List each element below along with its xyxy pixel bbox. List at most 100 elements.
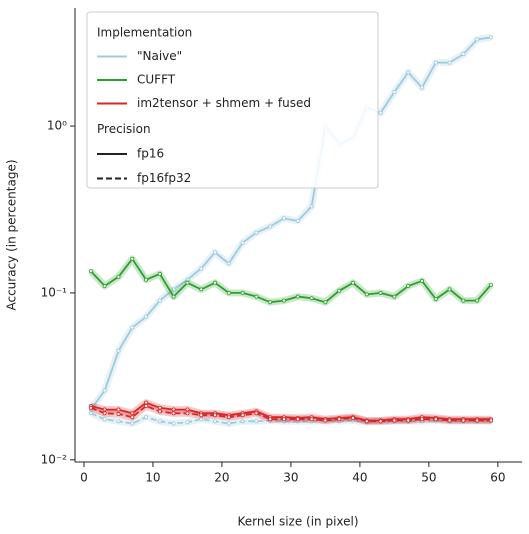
x-tick-label: 30 [283, 471, 298, 485]
marker [447, 418, 452, 423]
marker [116, 274, 121, 279]
marker [144, 314, 149, 319]
marker [488, 282, 493, 287]
marker [157, 419, 162, 424]
marker [350, 416, 355, 421]
marker [171, 407, 176, 412]
marker [295, 417, 300, 422]
marker [419, 417, 424, 422]
marker [157, 271, 162, 276]
marker [199, 287, 204, 292]
legend-label: fp16fp32 [137, 171, 191, 185]
marker [323, 418, 328, 423]
marker [240, 413, 245, 418]
marker [185, 420, 190, 425]
marker [309, 417, 314, 422]
x-axis-label: Kernel size (in pixel) [237, 515, 358, 529]
legend-title: Implementation [97, 26, 192, 40]
marker [171, 294, 176, 299]
marker [461, 418, 466, 423]
marker [406, 70, 411, 75]
y-tick-label: 10⁻² [41, 452, 68, 466]
marker [226, 421, 231, 426]
marker [282, 216, 287, 221]
line-band [88, 255, 494, 306]
marker [488, 35, 493, 40]
marker [130, 421, 135, 426]
marker [157, 298, 162, 303]
marker [116, 419, 121, 424]
marker [199, 417, 204, 422]
line [90, 257, 492, 304]
marker [213, 413, 218, 418]
x-tick-label: 20 [214, 471, 229, 485]
marker [240, 290, 245, 295]
marker [419, 85, 424, 90]
marker [406, 284, 411, 289]
x-tick-label: 50 [421, 471, 436, 485]
marker [226, 415, 231, 420]
marker [475, 37, 480, 42]
marker [378, 419, 383, 424]
marker [102, 411, 107, 416]
marker [213, 280, 218, 285]
marker [144, 277, 149, 282]
marker [130, 325, 135, 330]
marker [309, 296, 314, 301]
marker [130, 256, 135, 261]
marker [199, 266, 204, 271]
marker [185, 280, 190, 285]
marker [433, 296, 438, 301]
marker [157, 409, 162, 414]
marker [364, 292, 369, 297]
marker [392, 294, 397, 299]
marker [433, 417, 438, 422]
marker [488, 418, 493, 423]
legend-label: "Naive" [137, 49, 182, 63]
marker [226, 261, 231, 266]
legend-label: CUFFT [137, 73, 176, 87]
x-tick-label: 40 [352, 471, 367, 485]
marker [171, 421, 176, 426]
marker [392, 90, 397, 95]
legend-label: fp16 [137, 147, 164, 161]
x-tick-label: 0 [80, 471, 88, 485]
marker [295, 294, 300, 299]
marker [447, 60, 452, 65]
marker [378, 110, 383, 115]
marker [130, 411, 135, 416]
marker [171, 287, 176, 292]
marker [213, 250, 218, 255]
marker [213, 419, 218, 424]
line [90, 404, 491, 423]
y-tick-label: 10⁻¹ [41, 285, 68, 299]
marker [378, 290, 383, 295]
marker [226, 290, 231, 295]
marker [337, 288, 342, 293]
marker [254, 230, 259, 235]
marker [282, 417, 287, 422]
marker [116, 348, 121, 353]
legend: Implementation "Naive" CUFFT im2tensor + sh… [86, 11, 379, 189]
marker [268, 300, 273, 305]
y-axis-label: Accuracy (in percentage) [5, 159, 19, 310]
marker [433, 60, 438, 65]
marker [102, 388, 107, 393]
marker [116, 412, 121, 417]
marker [88, 411, 93, 416]
marker [130, 415, 135, 420]
marker [116, 407, 121, 412]
marker [185, 411, 190, 416]
marker [102, 417, 107, 422]
marker [157, 405, 162, 410]
marker [144, 415, 149, 420]
marker [240, 419, 245, 424]
marker [461, 298, 466, 303]
marker [282, 298, 287, 303]
marker [268, 224, 273, 229]
marker [350, 280, 355, 285]
x-tick-label: 60 [490, 471, 505, 485]
marker [88, 405, 93, 410]
marker [461, 52, 466, 57]
marker [268, 417, 273, 422]
